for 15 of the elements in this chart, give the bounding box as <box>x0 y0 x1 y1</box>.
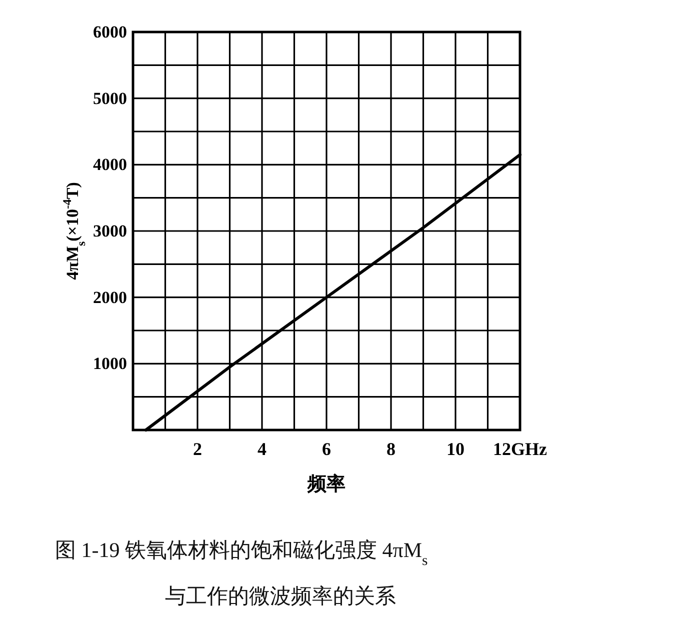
x-tick-label: 2 <box>193 438 202 459</box>
x-tick-label: 8 <box>386 438 396 459</box>
caption: 图 1-19 铁氧体材料的饱和磁化强度 4πM$_{s}$ <box>55 538 428 569</box>
y-tick-label: 1000 <box>93 354 127 374</box>
y-tick-label: 3000 <box>93 221 127 240</box>
y-tick-label: 4000 <box>93 155 127 174</box>
x-tick-label: 4 <box>258 438 266 459</box>
x-tick-label: 6 <box>322 438 331 459</box>
text: 与工作的微波频率的关系 <box>165 584 396 608</box>
y-tick-label: 5000 <box>93 88 127 108</box>
x-tick-label: 12GHz <box>493 438 547 459</box>
y-tick-label: 6000 <box>93 22 127 42</box>
x-tick-label: 10 <box>446 438 464 459</box>
y-tick-label: 2000 <box>93 288 127 307</box>
x-axis-title: 频率 <box>306 473 346 495</box>
